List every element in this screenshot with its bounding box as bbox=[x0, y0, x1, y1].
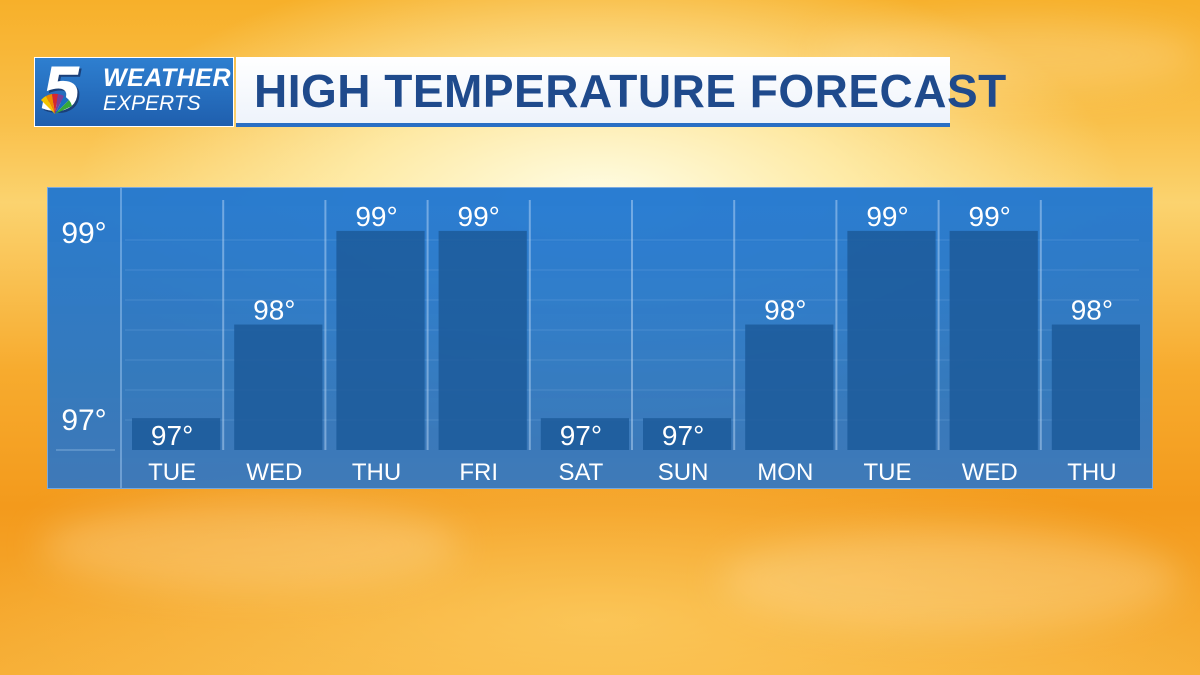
x-tick-label: MON bbox=[757, 459, 813, 486]
logo-experts-text: EXPERTS bbox=[103, 92, 201, 115]
peacock-icon bbox=[41, 93, 72, 114]
forecast-chart-panel: 99° 97° 97° TUE 98° WED 99° THU 99° FRI 97° SAT 97° S… bbox=[47, 187, 1153, 489]
y-tick-label: 97° bbox=[61, 404, 106, 437]
x-tick-label: SUN bbox=[658, 459, 709, 486]
bar bbox=[1051, 324, 1140, 450]
background-cloud bbox=[720, 530, 1180, 630]
x-tick-label: THU bbox=[1067, 459, 1116, 486]
bar bbox=[540, 418, 629, 450]
bar bbox=[745, 324, 834, 450]
data-label: 98° bbox=[1071, 295, 1113, 326]
title-banner: HIGH TEMPERATURE FORECAST bbox=[236, 57, 1006, 127]
bar bbox=[949, 230, 1038, 450]
data-label: 99° bbox=[355, 201, 397, 232]
logo-weather-text: WEATHER bbox=[103, 64, 232, 92]
logo-number: 5 bbox=[41, 55, 83, 125]
data-label: 99° bbox=[969, 201, 1011, 232]
data-label: 98° bbox=[253, 295, 295, 326]
data-label: 97° bbox=[151, 420, 193, 451]
page-title: HIGH TEMPERATURE FORECAST bbox=[254, 65, 1007, 117]
x-tick-label: FRI bbox=[459, 459, 498, 486]
data-label: 99° bbox=[458, 201, 500, 232]
x-tick-label: SAT bbox=[558, 459, 603, 486]
background-cloud bbox=[40, 500, 460, 590]
bar bbox=[132, 418, 221, 450]
bar bbox=[234, 324, 323, 450]
data-label: 97° bbox=[560, 420, 602, 451]
bar bbox=[336, 230, 425, 450]
x-tick-label: TUE bbox=[864, 459, 912, 486]
forecast-chart: 99° 97° 97° TUE 98° WED 99° THU 99° FRI 97° SAT 97° S… bbox=[56, 188, 1140, 488]
bar bbox=[643, 418, 732, 450]
x-tick-label: WED bbox=[962, 459, 1018, 486]
x-tick-label: TUE bbox=[148, 459, 196, 486]
data-label: 97° bbox=[662, 420, 704, 451]
x-tick-label: WED bbox=[246, 459, 302, 486]
bar bbox=[438, 230, 527, 450]
data-label: 99° bbox=[866, 201, 908, 232]
bar bbox=[847, 230, 936, 450]
station-logo: 5 WEATHER EXPERTS bbox=[34, 57, 234, 127]
y-tick-label: 99° bbox=[61, 217, 106, 250]
x-tick-label: THU bbox=[352, 459, 401, 486]
data-label: 98° bbox=[764, 295, 806, 326]
